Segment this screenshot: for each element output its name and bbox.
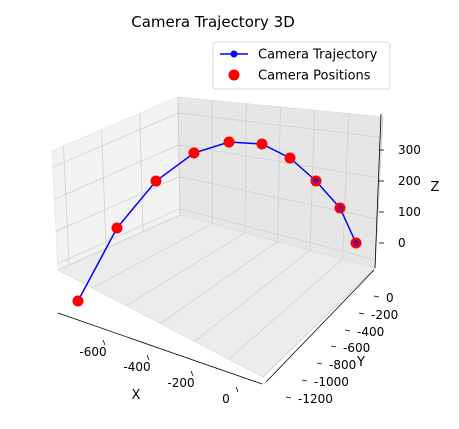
x-axis-label: X	[132, 388, 141, 403]
trajectory-marker	[337, 205, 343, 211]
floor-grid-y-2	[194, 250, 311, 342]
x-tick-3	[235, 386, 239, 393]
y-tick-label-5: -1000	[314, 375, 349, 389]
legend-dot-marker	[228, 69, 240, 81]
y-tick-label-6: -1200	[298, 392, 333, 406]
y-tick-3	[330, 345, 337, 348]
x-tick-2	[190, 370, 194, 377]
z-tick-label-1: 100	[398, 205, 421, 219]
grid-line-z-1	[55, 176, 378, 232]
grid-line-y-3	[277, 106, 281, 242]
floor-grid-y-5	[91, 223, 213, 289]
x-tick-label-0: -600	[79, 345, 106, 359]
camera-position-point	[111, 222, 123, 234]
y-tick-label-2: -400	[357, 325, 384, 339]
y-tick-1	[358, 312, 365, 315]
x-tick-label-2: -200	[167, 376, 194, 390]
legend-line-marker	[230, 50, 238, 58]
x-axis-line	[57, 312, 263, 385]
grid-line-x-0	[63, 146, 70, 266]
x-tick-label-3: 0	[222, 392, 230, 406]
grid-line-z-0	[57, 208, 376, 264]
y-axis-line	[265, 269, 375, 383]
trajectory-line	[77, 141, 357, 302]
camera-position-point	[72, 295, 84, 307]
camera-position-point	[188, 147, 200, 159]
chart-title: Camera Trajectory 3D	[131, 13, 295, 31]
y-tick-5	[301, 379, 308, 382]
y-tick-0	[373, 295, 380, 298]
y-tick-label-3: -600	[343, 341, 370, 355]
grid-line-z-2	[54, 144, 380, 200]
y-tick-label-4: -800	[329, 358, 356, 372]
x-tick-label-1: -400	[123, 360, 150, 374]
grid-line-x-1	[101, 129, 107, 249]
floor-grid-y-3	[160, 241, 278, 324]
grid-line-y-6	[177, 96, 181, 216]
grid-line-y-4	[244, 103, 247, 233]
x-tick-1	[146, 354, 150, 361]
z-tick-label-0: 0	[398, 236, 406, 250]
trajectory-marker	[313, 178, 319, 184]
grid-line-y-1	[342, 113, 350, 260]
plot-area	[72, 136, 362, 307]
grid-lines	[52, 96, 384, 378]
legend-entry-positions: Camera Positions	[258, 69, 371, 84]
floor-grid-y-0	[262, 267, 376, 378]
z-tick-label-2: 200	[398, 174, 421, 188]
floor-grid-y-6	[57, 214, 181, 271]
x-tick-0	[102, 339, 106, 346]
grid-line-x-2	[139, 113, 144, 232]
legend-box	[212, 41, 391, 90]
floor-grid-y-4	[126, 232, 246, 307]
legend: Camera Trajectory Camera Positions	[212, 41, 391, 90]
camera-position-point	[284, 152, 296, 164]
floor-grid-y-1	[228, 258, 343, 360]
z-axis-label: Z	[431, 180, 440, 195]
camera-position-point	[256, 138, 268, 150]
y-tick-label-1: -200	[371, 308, 398, 322]
z-axis-line	[374, 113, 382, 269]
y-tick-2	[344, 329, 351, 332]
y-axis-label: Y	[356, 355, 365, 370]
legend-entry-trajectory: Camera Trajectory	[258, 48, 378, 63]
camera-position-point	[223, 136, 235, 148]
trajectory-marker	[353, 240, 359, 246]
y-tick-label-0: 0	[386, 291, 394, 305]
grid-line-z-3	[52, 112, 382, 168]
z-tick-label-3: 300	[398, 143, 421, 157]
y-tick-6	[285, 396, 292, 399]
y-tick-4	[316, 362, 323, 365]
camera-position-point	[150, 175, 162, 187]
axes: -600 -400 -200 0 0 -200 -400 -600 -800 -1000 -1200…	[57, 113, 421, 406]
